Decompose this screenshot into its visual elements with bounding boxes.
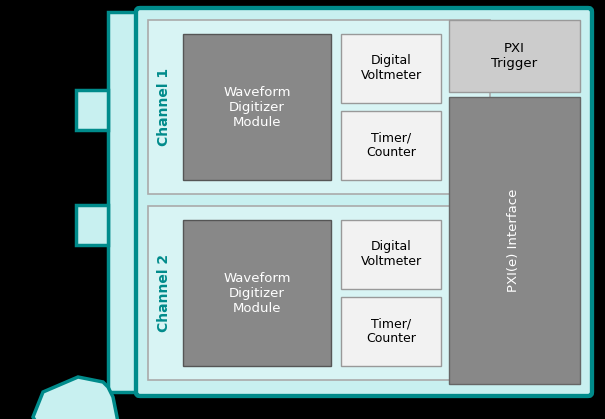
- Text: Channel 2: Channel 2: [157, 254, 171, 332]
- FancyBboxPatch shape: [449, 97, 580, 384]
- FancyBboxPatch shape: [148, 20, 490, 194]
- Polygon shape: [108, 12, 140, 392]
- Polygon shape: [76, 205, 108, 245]
- Text: Waveform
Digitizer
Module: Waveform Digitizer Module: [223, 272, 291, 315]
- Polygon shape: [33, 377, 118, 419]
- Text: Channel 1: Channel 1: [157, 68, 171, 146]
- FancyBboxPatch shape: [136, 8, 592, 396]
- Text: PXI(e) Interface: PXI(e) Interface: [508, 188, 520, 292]
- Text: Timer/
Counter: Timer/ Counter: [366, 131, 416, 159]
- FancyBboxPatch shape: [183, 220, 331, 366]
- FancyBboxPatch shape: [341, 297, 441, 366]
- Polygon shape: [76, 90, 108, 130]
- FancyBboxPatch shape: [341, 34, 441, 103]
- Text: Digital
Voltmeter: Digital Voltmeter: [361, 240, 422, 268]
- Text: Digital
Voltmeter: Digital Voltmeter: [361, 54, 422, 82]
- Text: Timer/
Counter: Timer/ Counter: [366, 317, 416, 345]
- FancyBboxPatch shape: [449, 20, 580, 92]
- Text: Waveform
Digitizer
Module: Waveform Digitizer Module: [223, 85, 291, 129]
- FancyBboxPatch shape: [341, 220, 441, 289]
- FancyBboxPatch shape: [183, 34, 331, 180]
- Text: PXI
Trigger: PXI Trigger: [491, 42, 537, 70]
- FancyBboxPatch shape: [341, 111, 441, 180]
- FancyBboxPatch shape: [148, 206, 490, 380]
